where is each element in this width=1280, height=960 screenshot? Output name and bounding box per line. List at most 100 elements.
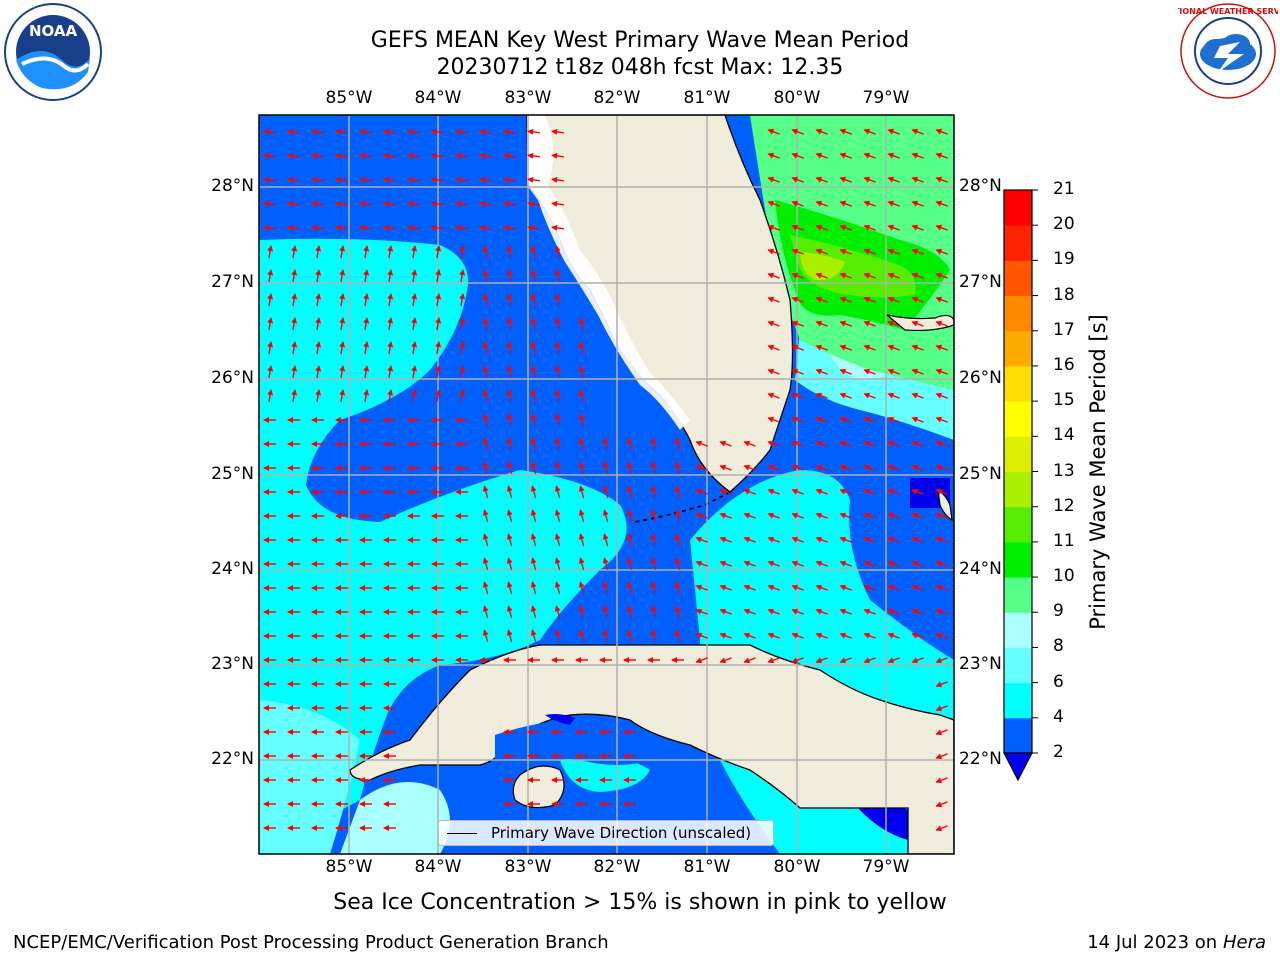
wave-arrow [650,437,657,450]
wave-arrow [551,224,564,231]
wave-arrow [359,224,372,231]
colorbar-segment [1004,647,1032,684]
wave-arrow [839,368,852,375]
wave-arrow [674,437,681,450]
wave-arrow [911,560,924,567]
wave-arrow [743,560,756,567]
latitude-label-right: 25°N [959,464,1002,484]
wave-arrow [791,584,804,591]
wave-arrow [674,581,681,594]
wave-arrow [791,368,804,375]
wave-arrow [626,485,633,498]
wave-arrow [767,392,780,399]
wave-arrow [767,176,780,183]
latitude-label-right: 24°N [959,559,1002,579]
map-title: GEFS MEAN Key West Primary Wave Mean Per… [370,28,910,53]
wave-arrow [911,584,924,591]
longitude-label-top: 80°W [773,88,821,108]
wave-arrow [383,152,396,159]
wave-arrow [791,464,804,471]
wave-arrow [863,344,876,351]
wave-arrow [791,608,804,615]
wave-arrow [482,245,489,258]
wave-arrow [291,245,298,259]
wave-arrow [626,461,633,474]
wave-arrow [815,128,828,135]
longitude-label-bottom: 81°W [683,857,731,877]
wave-arrow [602,437,609,450]
wave-arrow [935,753,948,760]
wave-arrow [506,389,513,402]
wave-arrow [530,629,537,642]
wave-arrow [291,293,298,307]
wave-arrow [863,440,876,447]
wave-arrow [791,392,804,399]
wave-arrow [363,341,370,355]
wave-arrow [311,224,324,231]
wave-arrow [411,389,418,403]
wave-arrow [815,440,828,447]
wave-arrow [650,485,657,498]
wave-arrow [935,825,948,832]
wave-arrow [839,224,852,231]
wave-arrow [935,128,948,135]
colorbar [1003,189,1038,782]
wave-arrow [479,152,492,159]
wave-arrow [911,128,924,135]
wave-arrow [767,128,780,135]
wave-arrow [674,605,681,618]
wave-arrow [506,413,513,426]
wave-arrow [506,293,513,306]
wave-arrow [674,485,681,498]
wave-arrow [482,629,489,642]
latitude-label-right: 27°N [959,272,1002,292]
wave-arrow [743,512,756,519]
wave-arrow [506,629,513,642]
wave-arrow [863,584,876,591]
wave-arrow [767,632,780,639]
wave-arrow [935,416,948,423]
wave-arrow [650,605,657,618]
wave-arrow [935,368,948,375]
wave-arrow [530,557,537,570]
wave-arrow [695,512,708,519]
latitude-label-right: 26°N [959,368,1002,388]
wave-arrow [911,416,924,423]
wave-arrow [287,176,300,183]
wave-arrow [674,629,681,642]
colorbar-segment [1004,190,1032,226]
wave-arrow [287,152,300,159]
wave-arrow [911,464,924,471]
latitude-label-left: 28°N [211,176,254,196]
wave-arrow [911,344,924,351]
wave-arrow [411,269,418,283]
wave-arrow [479,128,492,135]
wave-arrow [578,389,585,402]
wave-arrow [935,657,948,664]
wave-arrow [578,533,585,546]
wave-arrow [863,272,876,279]
colorbar-segment [1004,682,1032,719]
wave-arrow [554,605,561,618]
wave-arrow [383,128,396,135]
wave-arrow [411,341,418,355]
wave-arrow [503,152,516,159]
wave-arrow [506,461,513,474]
wave-arrow [263,128,276,135]
wave-arrow [791,272,804,279]
wave-arrow [911,440,924,447]
wave-arrow [839,632,852,639]
wave-arrow [839,416,852,423]
sea-ice-caption: Sea Ice Concentration > 15% is shown in … [333,890,947,915]
wave-arrow [602,629,609,642]
wave-arrow [887,224,900,231]
wave-arrow [311,128,324,135]
colorbar-segment [1004,717,1032,754]
wave-arrow [315,245,322,259]
wave-arrow [911,488,924,495]
wave-arrow [863,224,876,231]
wave-arrow [411,317,418,331]
wave-arrow [503,176,516,183]
wave-arrow [839,152,852,159]
wave-arrow [839,488,852,495]
